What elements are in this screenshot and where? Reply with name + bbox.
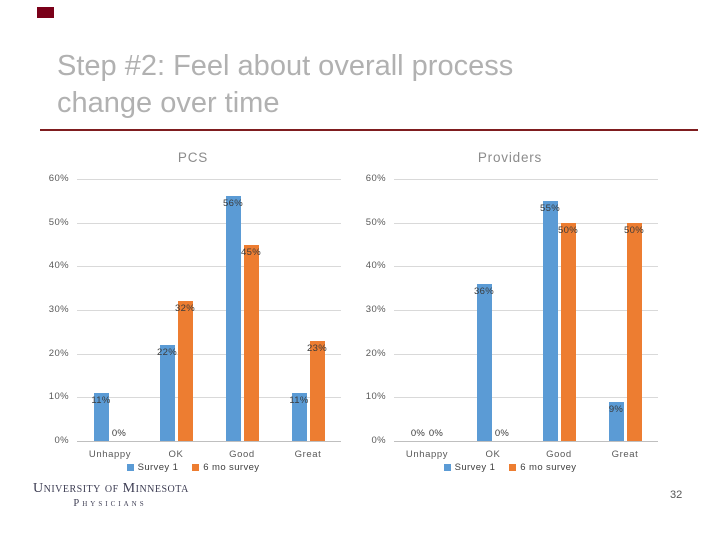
legend-marker-6mo — [192, 464, 200, 471]
gridline — [394, 397, 658, 399]
y-axis-tick: 30% — [365, 304, 386, 315]
slide-title-line2: change over time — [57, 87, 280, 119]
y-axis-tick: 10% — [48, 391, 69, 403]
bar-survey1 — [476, 283, 492, 441]
logo-line2: Physicians — [73, 498, 147, 509]
gridline — [394, 266, 658, 268]
legend: Survey 1 6 mo survey — [350, 462, 670, 473]
bar-6mo-survey — [177, 301, 193, 441]
y-axis-tick: 30% — [48, 304, 69, 315]
value-label: 11% — [91, 394, 111, 406]
bar-6mo-survey — [626, 222, 642, 441]
y-axis-tick: 50% — [48, 216, 69, 228]
value-label: 0% — [494, 428, 510, 439]
bar-6mo-survey — [309, 340, 325, 441]
y-axis-tick: 40% — [48, 260, 69, 272]
y-axis-tick: 60% — [48, 173, 69, 184]
legend-item: Survey 1 — [126, 462, 179, 473]
value-label: 32% — [175, 303, 195, 315]
slide-title-line1: Step #2: Feel about overall process — [57, 50, 514, 82]
logo-line1: University of Minnesota — [33, 481, 189, 496]
y-axis-tick: 20% — [365, 347, 386, 359]
legend-item: Survey 1 — [443, 462, 496, 473]
gridline — [77, 441, 341, 442]
legend-label: 6 mo survey — [203, 462, 260, 473]
legend-item: 6 mo survey — [509, 462, 576, 473]
chart-title: PCS — [177, 150, 209, 165]
bar-survey1 — [93, 392, 109, 441]
slide-accent-mark — [37, 7, 54, 18]
gridline — [394, 353, 658, 355]
chart-title: Providers — [477, 150, 543, 165]
y-axis-tick: 20% — [48, 347, 69, 359]
gridline — [394, 441, 658, 442]
providers-chart: Providers 0% 10% 20% 30% 40% 50% 60% 0% 36% 55% 9% 0… — [350, 148, 670, 480]
gridline — [77, 266, 341, 268]
gridline — [77, 397, 341, 399]
value-label: 36% — [474, 285, 494, 297]
legend: Survey 1 6 mo survey — [33, 462, 353, 473]
plot-area: 0% 10% 20% 30% 40% 50% 60% 0% 36% 55% 9% 0% 0% 50% 50%… — [366, 173, 658, 460]
bar-survey1 — [542, 200, 558, 441]
gridline — [394, 310, 658, 311]
value-label: 0% — [428, 428, 444, 439]
category-label: OK — [485, 449, 501, 460]
value-label: 55% — [540, 202, 560, 214]
value-label: 23% — [307, 342, 327, 354]
legend-label: Survey 1 — [137, 462, 179, 473]
legend-marker-6mo — [509, 464, 517, 471]
category-label: Unhappy — [88, 449, 132, 460]
category-label: OK — [168, 449, 184, 460]
y-axis-tick: 0% — [54, 435, 69, 446]
y-axis-tick: 60% — [365, 173, 386, 184]
gridline — [77, 353, 341, 355]
value-label: 9% — [608, 403, 624, 415]
value-label: 22% — [157, 346, 177, 358]
bar-survey1 — [225, 196, 241, 441]
gridline — [394, 179, 658, 180]
gridline — [394, 222, 658, 224]
category-label: Unhappy — [405, 449, 449, 460]
y-axis-tick: 10% — [365, 391, 386, 403]
title-underline — [40, 129, 698, 131]
value-label: 11% — [289, 394, 309, 406]
legend-label: 6 mo survey — [520, 462, 577, 473]
university-of-minnesota-physicians-logo: University of Minnesota Physicians — [33, 481, 189, 509]
y-axis-tick: 50% — [365, 216, 386, 228]
value-label: 0% — [111, 428, 127, 439]
category-label: Good — [229, 449, 255, 460]
bar-survey1 — [608, 401, 624, 441]
gridline — [77, 179, 341, 180]
plot-area: 0% 10% 20% 30% 40% 50% 60% 11% 22% 56% 11% 0% 32% 45%… — [49, 173, 341, 460]
y-axis-tick: 0% — [371, 435, 386, 446]
value-label: 50% — [624, 224, 644, 236]
bar-6mo-survey — [243, 244, 259, 441]
y-axis-tick: 40% — [365, 260, 386, 272]
bar-survey1 — [291, 392, 307, 441]
value-label: 56% — [223, 198, 243, 210]
bar-survey1 — [159, 344, 175, 441]
value-label: 50% — [558, 224, 578, 236]
value-label: 45% — [241, 246, 261, 258]
pcs-chart: PCS 0% 10% 20% 30% 40% 50% 60% 11% 22% 56% 11% 0% 32%… — [33, 148, 353, 480]
legend-marker-survey1 — [443, 464, 451, 471]
slide-title: Step #2: Feel about overall process chan… — [57, 48, 677, 122]
category-label: Great — [294, 449, 322, 460]
category-label: Great — [611, 449, 639, 460]
gridline — [77, 310, 341, 311]
category-label: Good — [546, 449, 572, 460]
value-label: 0% — [410, 428, 426, 439]
page-number: 32 — [670, 489, 683, 501]
legend-item: 6 mo survey — [192, 462, 259, 473]
legend-marker-survey1 — [126, 464, 134, 471]
gridline — [77, 222, 341, 224]
legend-label: Survey 1 — [454, 462, 496, 473]
bar-6mo-survey — [560, 222, 576, 441]
